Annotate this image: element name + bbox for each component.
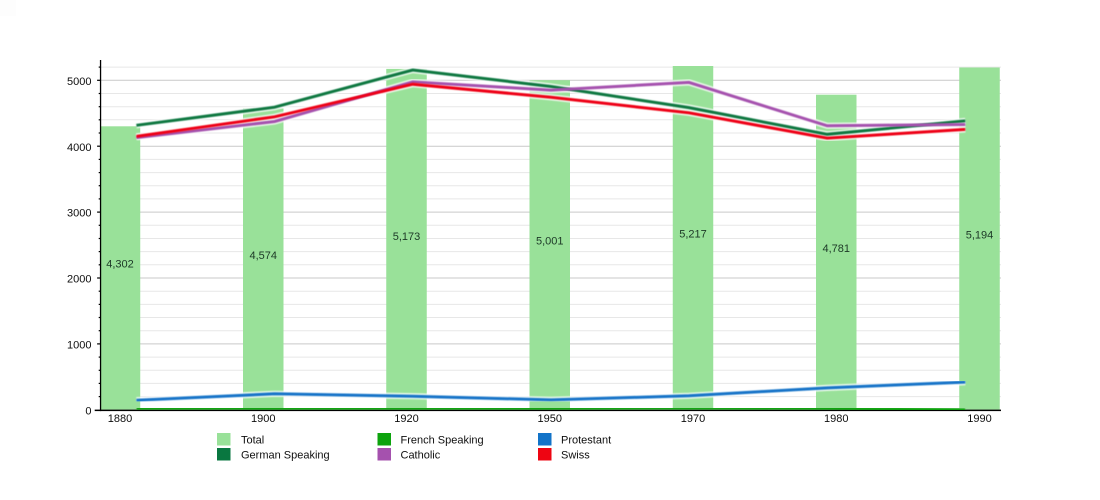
svg-text:0: 0	[85, 405, 91, 417]
svg-text:3000: 3000	[67, 208, 91, 220]
svg-text:1920: 1920	[394, 413, 418, 425]
svg-text:French Speaking: French Speaking	[401, 435, 484, 447]
svg-text:5,217: 5,217	[679, 229, 707, 241]
svg-text:2000: 2000	[67, 274, 91, 286]
svg-text:Protestant: Protestant	[561, 435, 611, 447]
svg-text:Total: Total	[241, 435, 264, 447]
svg-text:5000: 5000	[67, 76, 91, 88]
svg-text:5,001: 5,001	[536, 236, 564, 248]
svg-text:1900: 1900	[251, 413, 275, 425]
svg-text:4,574: 4,574	[249, 250, 277, 262]
svg-text:1880: 1880	[108, 413, 132, 425]
svg-text:1970: 1970	[681, 413, 705, 425]
svg-text:4,302: 4,302	[106, 259, 134, 271]
svg-text:5,173: 5,173	[393, 231, 421, 243]
svg-text:5,194: 5,194	[966, 229, 994, 241]
svg-text:4,781: 4,781	[822, 243, 850, 255]
svg-text:German Speaking: German Speaking	[241, 450, 330, 462]
svg-text:4000: 4000	[67, 142, 91, 154]
svg-text:1000: 1000	[67, 340, 91, 352]
svg-text:1950: 1950	[538, 413, 562, 425]
svg-text:Catholic: Catholic	[401, 450, 441, 462]
svg-text:1990: 1990	[967, 413, 991, 425]
svg-text:Swiss: Swiss	[561, 450, 590, 462]
svg-text:1980: 1980	[824, 413, 848, 425]
